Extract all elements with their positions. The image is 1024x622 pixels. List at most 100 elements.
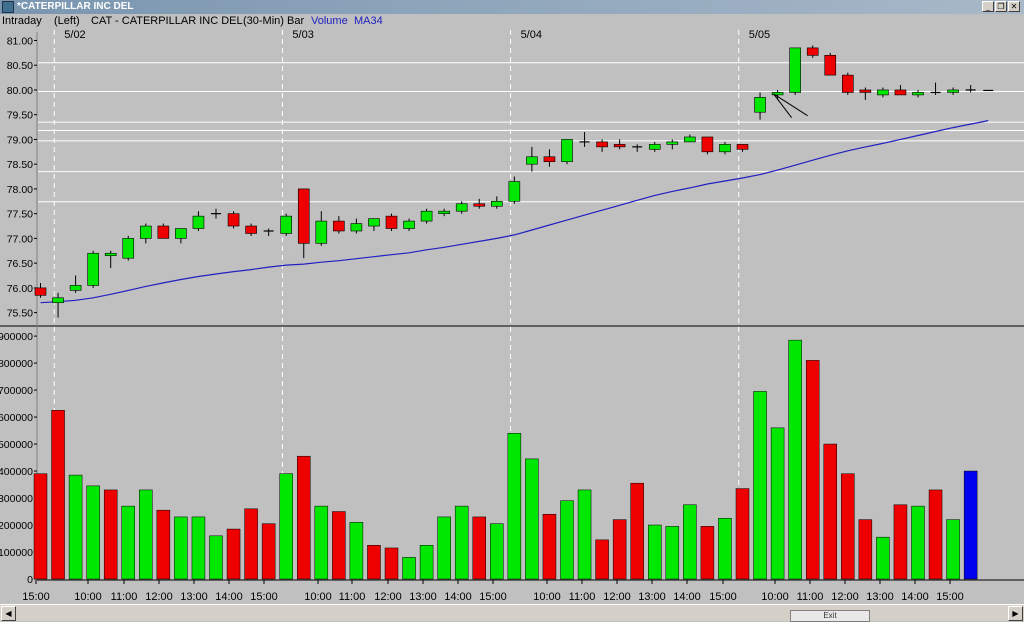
volume-y-tick-label: 100000	[0, 547, 33, 559]
volume-bar	[384, 547, 399, 580]
title-bar[interactable]: *CATERPILLAR INC DEL _ ❐ ✕	[0, 0, 1024, 14]
time-tick-label: 14:00	[444, 591, 472, 603]
price-candle	[930, 82, 941, 95]
candle-body	[526, 156, 538, 165]
scale-label[interactable]: (Left)	[54, 15, 80, 27]
price-candle	[771, 89, 784, 100]
interval-label[interactable]: (30-Min)	[243, 15, 284, 27]
candle-body	[894, 89, 907, 96]
volume-bar	[174, 516, 188, 580]
price-candle	[859, 87, 872, 100]
candle-body	[385, 215, 398, 229]
volume-bar	[367, 545, 381, 580]
price-candle	[947, 87, 959, 95]
price-y-tick-label: 80.00	[7, 85, 33, 97]
close-button[interactable]: ✕	[1008, 1, 1020, 12]
price-candle	[368, 218, 380, 231]
candle-body	[122, 238, 135, 259]
volume-bar	[911, 505, 925, 580]
price-y-tick-label: 80.50	[7, 60, 33, 72]
volume-bar	[244, 508, 258, 580]
time-tick-label: 14:00	[901, 591, 929, 603]
scroll-right-arrow-icon[interactable]: ▶	[1008, 606, 1023, 621]
price-candle	[613, 139, 626, 150]
minimize-button[interactable]: _	[982, 1, 994, 12]
time-tick-label: 14:00	[673, 591, 701, 603]
volume-y-tick-label: 0	[27, 574, 33, 586]
candle-body	[34, 287, 47, 296]
volume-study-label[interactable]: Volume	[311, 15, 348, 27]
ma-study-label[interactable]: MA34	[354, 15, 383, 27]
volume-y-tick-label: 400000	[0, 466, 33, 478]
scroll-thumb[interactable]: Exit	[790, 610, 870, 622]
volume-bar	[314, 505, 329, 580]
volume-bar	[542, 513, 557, 580]
price-candle	[227, 211, 240, 229]
price-candle	[736, 144, 749, 152]
volume-bar	[209, 535, 223, 580]
candle-body	[420, 210, 433, 222]
candle-body	[227, 213, 240, 227]
volume-bar	[700, 526, 715, 580]
price-candle	[192, 211, 205, 231]
app-icon[interactable]	[2, 1, 14, 13]
volume-bar	[437, 516, 451, 580]
price-candle	[350, 218, 363, 234]
price-candle	[806, 45, 819, 58]
volume-y-tick-label: 700000	[0, 385, 33, 397]
volume-bar	[823, 443, 837, 580]
price-candle	[490, 196, 503, 209]
price-candle	[579, 132, 590, 147]
chart-area[interactable]: 5/02 5/03 5/04 5/05 81.00 80.50 80.00 79.50 79.0…	[0, 28, 1024, 604]
volume-bar	[630, 482, 644, 580]
period-label[interactable]: Intraday	[2, 15, 42, 27]
candle-body	[280, 215, 293, 234]
price-candle	[403, 218, 415, 231]
volume-bar	[612, 519, 627, 580]
horizontal-scrollbar[interactable]: ◀ Exit ▶	[0, 604, 1024, 622]
price-candle	[754, 92, 766, 120]
time-tick-label: 11:00	[339, 591, 366, 603]
style-label[interactable]: Bar	[287, 15, 305, 27]
price-candle	[912, 89, 924, 98]
symbol-label[interactable]: CAT - CATERPILLAR INC DEL	[91, 15, 243, 27]
candle-body	[841, 74, 854, 93]
candle-body	[736, 144, 749, 150]
volume-bar	[349, 522, 364, 580]
price-candle	[526, 146, 538, 172]
volume-bar	[858, 519, 873, 580]
price-candle	[894, 85, 907, 96]
time-tick-label: 12:00	[374, 591, 402, 603]
volume-bar	[963, 470, 978, 580]
time-tick-label: 12:00	[145, 591, 173, 603]
candle-body	[438, 210, 450, 214]
price-candle	[211, 208, 221, 219]
restore-button[interactable]: ❐	[995, 1, 1007, 12]
candle-body	[87, 252, 99, 286]
volume-bar	[402, 557, 416, 580]
volume-bar	[665, 526, 680, 580]
candle-body	[648, 144, 661, 150]
price-candle	[965, 85, 976, 93]
price-candle	[315, 211, 328, 246]
volume-bar	[507, 433, 522, 580]
price-candle	[438, 208, 450, 217]
time-tick-label: 11:00	[111, 591, 138, 603]
scroll-left-arrow-icon[interactable]: ◀	[1, 606, 16, 621]
candle-body	[947, 89, 959, 93]
day-label: 5/04	[521, 29, 542, 41]
price-candle	[561, 139, 573, 165]
volume-bar	[419, 545, 434, 580]
volume-bar	[33, 473, 48, 580]
price-candle	[473, 198, 486, 209]
time-tick-label: 15:00	[936, 591, 964, 603]
time-tick-label: 15:00	[709, 591, 737, 603]
price-y-tick-label: 77.50	[7, 209, 33, 221]
price-candle	[297, 188, 310, 259]
trend-annotation	[773, 93, 808, 117]
volume-bar	[753, 391, 767, 580]
price-candle	[841, 72, 854, 95]
candle-body	[157, 225, 170, 239]
volume-bar	[560, 500, 574, 580]
